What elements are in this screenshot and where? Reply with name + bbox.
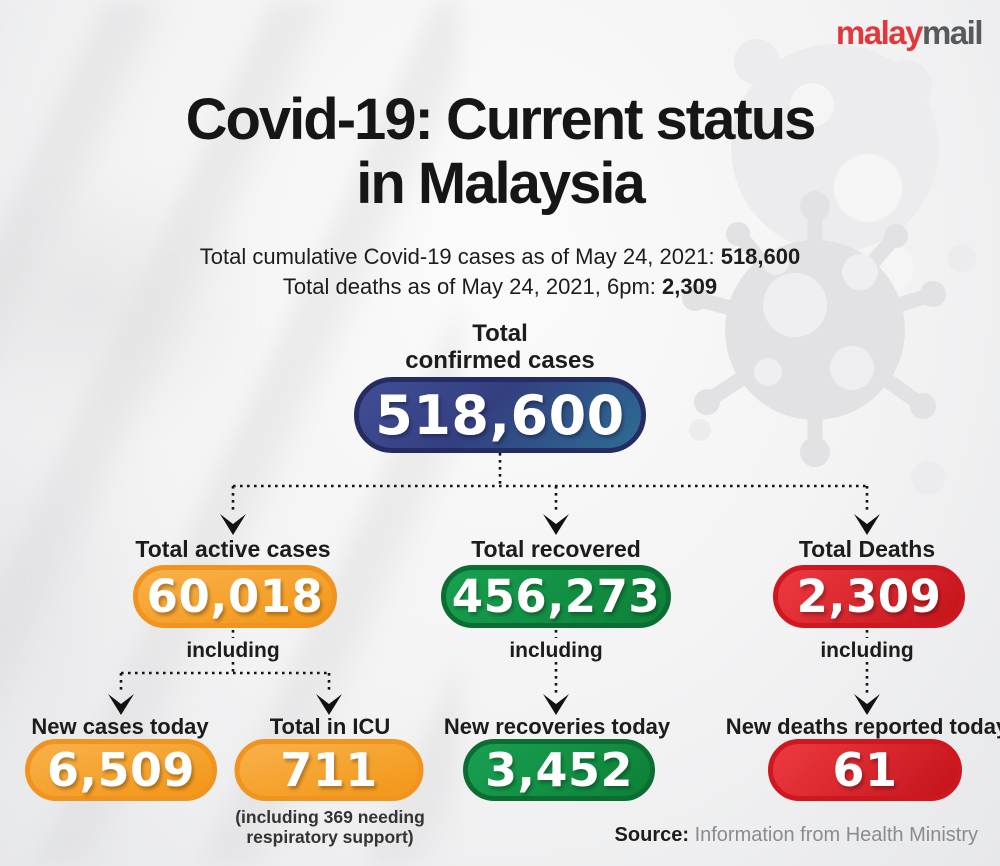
source-label: Source: [614, 824, 690, 846]
title-line2: in Malaysia [356, 151, 645, 216]
cumulative-cases-value: 518,600 [720, 244, 801, 269]
new-recoveries-pill: 3,452 [463, 739, 655, 801]
confirmed-cases-label: Total confirmed cases [405, 320, 595, 374]
source-text: Information from Health Ministry [689, 824, 978, 846]
deaths-pill: 2,309 [773, 565, 965, 628]
subtitle: Total cumulative Covid-19 cases as of Ma… [0, 242, 1000, 302]
total-deaths-value: 2,309 [662, 274, 718, 299]
including-label-deaths: including [820, 639, 914, 662]
down-arrow-icon [108, 514, 880, 715]
icu-note: (including 369 needing respiratory suppo… [235, 807, 425, 847]
icu-pill: 711 [234, 739, 424, 801]
new-deaths-pill: 61 [768, 739, 962, 801]
subtitle-line1: Total cumulative Covid-19 cases as of Ma… [199, 244, 801, 269]
malaymail-logo: malaymail [835, 14, 984, 51]
including-label-active: including [186, 639, 280, 662]
recovered-pill: 456,273 [441, 565, 671, 628]
logo-malay: malay [835, 14, 924, 51]
new-cases-label: New cases today [31, 714, 209, 739]
deaths-label: Total Deaths [798, 536, 936, 562]
subtitle-line2: Total deaths as of May 24, 2021, 6pm: 2,… [282, 274, 718, 299]
new-recoveries-label: New recoveries today [443, 714, 671, 739]
confirmed-cases-pill: 518,600 [354, 377, 646, 453]
logo-mail: mail [921, 14, 984, 51]
page-title: Covid-19: Current status in Malaysia [0, 88, 1000, 216]
active-cases-label: Total active cases [135, 536, 331, 562]
new-deaths-label: New deaths reported today [725, 714, 1000, 739]
recovered-label: Total recovered [471, 536, 641, 562]
title-line1: Covid-19: Current status [185, 87, 817, 152]
active-cases-pill: 60,018 [133, 565, 337, 628]
icu-label: Total in ICU [269, 714, 391, 739]
including-label-recovered: including [509, 639, 603, 662]
source-credit: Source: Information from Health Ministry [615, 824, 978, 847]
new-cases-pill: 6,509 [25, 739, 217, 801]
